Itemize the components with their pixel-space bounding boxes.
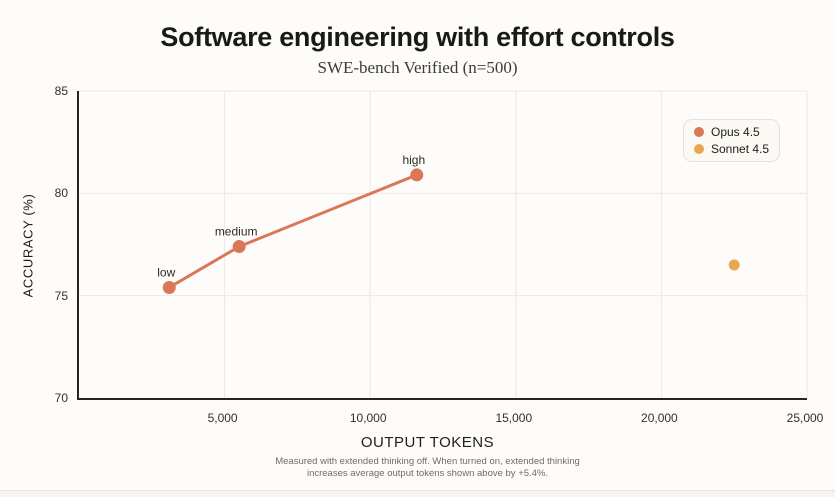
opus-legend-dot-icon bbox=[694, 127, 704, 138]
x-tick-label: 10,000 bbox=[349, 411, 387, 425]
effort-point-label: medium bbox=[215, 225, 258, 239]
legend-item-opus: Opus 4.5 bbox=[694, 124, 769, 141]
effort-point-label: high bbox=[402, 153, 425, 167]
chart-subtitle: SWE-bench Verified (n=500) bbox=[317, 58, 518, 77]
x-tick-label: 20,000 bbox=[641, 411, 678, 425]
x-tick-label: 5,000 bbox=[207, 411, 238, 425]
x-tick-label: 15,000 bbox=[495, 411, 533, 425]
data-point bbox=[410, 168, 424, 182]
y-tick-label: 80 bbox=[54, 186, 68, 201]
footnote-line-2: increases average output tokens shown ab… bbox=[306, 468, 549, 479]
series-line-opus-4-5 bbox=[167, 173, 419, 289]
chart-title: Software engineering with effort control… bbox=[160, 22, 675, 52]
sonnet-legend-dot-icon bbox=[694, 143, 704, 154]
y-tick-label: 70 bbox=[54, 391, 68, 405]
data-point bbox=[728, 259, 740, 271]
data-point bbox=[162, 280, 176, 294]
data-point bbox=[232, 240, 246, 254]
footnote-line-1: Measured with extended thinking off. Whe… bbox=[275, 456, 580, 467]
plot-area: low medium high bbox=[77, 90, 808, 400]
bottom-divider bbox=[0, 490, 835, 491]
chart-footnote: Measured with extended thinking off. Whe… bbox=[0, 456, 835, 480]
effort-point-label: low bbox=[157, 265, 175, 279]
chart-canvas: low medium high bbox=[79, 90, 808, 398]
bottom-strip bbox=[0, 491, 835, 497]
x-axis-title: OUTPUT TOKENS bbox=[360, 434, 495, 451]
y-tick-label: 75 bbox=[54, 288, 68, 303]
legend-item-sonnet: Sonnet 4.5 bbox=[694, 141, 769, 158]
legend: Opus 4.5 Sonnet 4.5 bbox=[683, 119, 780, 162]
legend-label-sonnet: Sonnet 4.5 bbox=[711, 141, 770, 156]
legend-label-opus: Opus 4.5 bbox=[711, 125, 760, 140]
y-tick-label: 85 bbox=[54, 84, 68, 98]
x-tick-label: 25,000 bbox=[786, 411, 824, 425]
